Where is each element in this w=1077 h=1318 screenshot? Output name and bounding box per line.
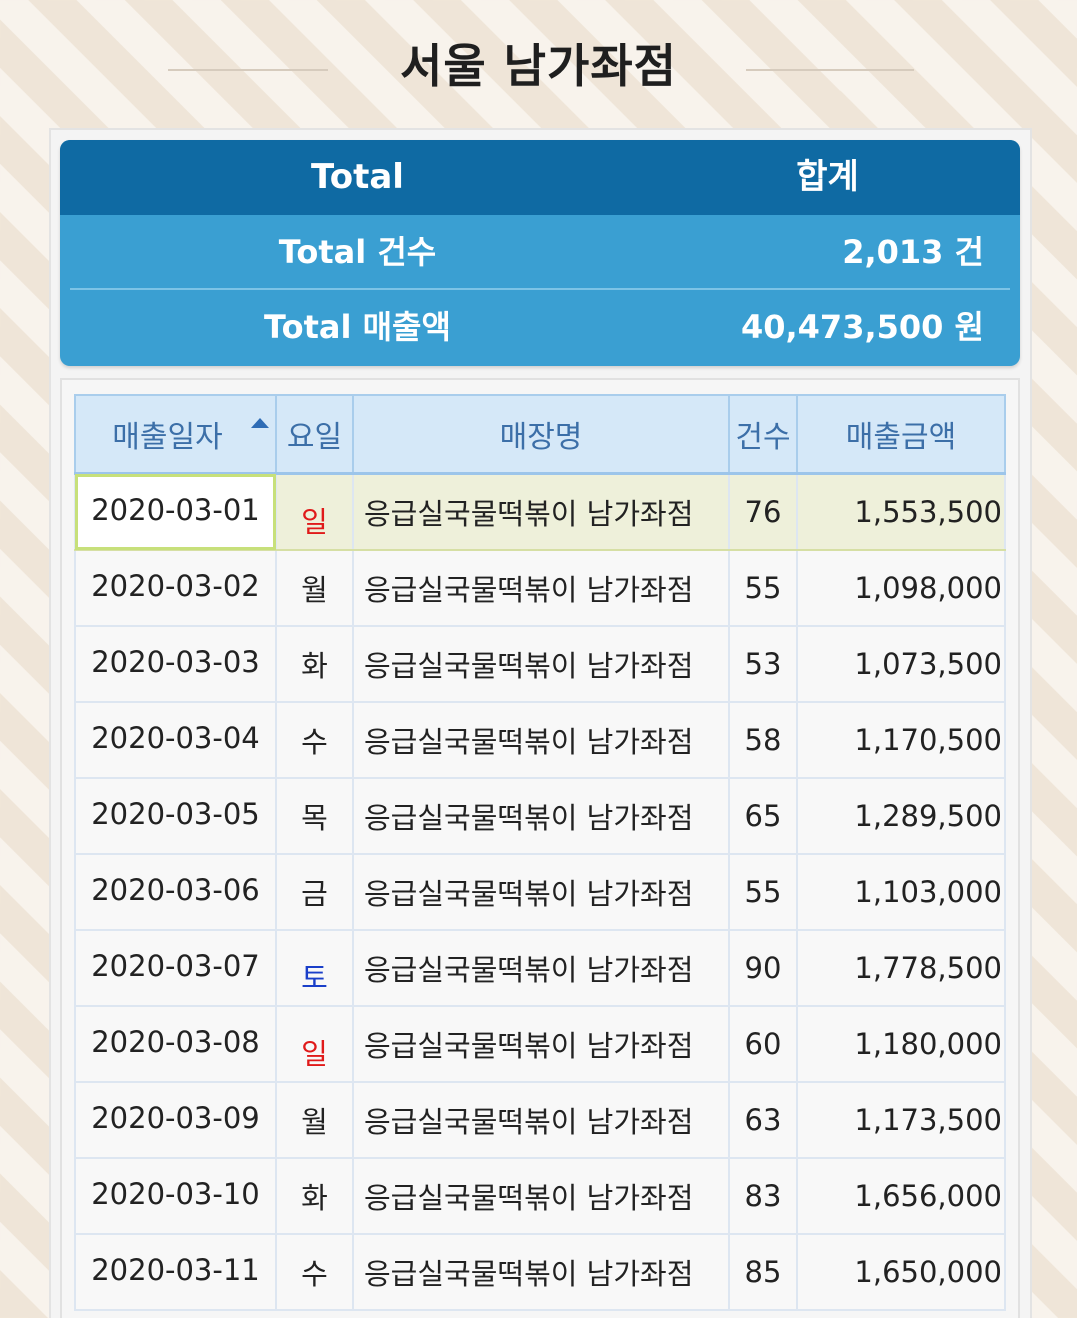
cell-count[interactable]: 65 bbox=[729, 778, 798, 855]
cell-count[interactable]: 63 bbox=[729, 1082, 798, 1159]
column-header-date[interactable]: 매출일자 bbox=[74, 394, 277, 475]
cell-date[interactable]: 2020-03-06 bbox=[74, 854, 277, 931]
cell-store[interactable]: 응급실국물떡볶이 남가좌점 bbox=[353, 930, 730, 1007]
cell-day[interactable]: 목 bbox=[276, 778, 354, 855]
table-row[interactable]: 2020-03-06 금 응급실국물떡볶이 남가좌점 55 1,103,000 bbox=[74, 854, 1006, 931]
table-header-row: 매출일자 요일 매장명 건수 매출금액 bbox=[74, 394, 1006, 475]
cell-day[interactable]: 월 bbox=[276, 550, 354, 627]
table-row[interactable]: 2020-03-01 일 응급실국물떡볶이 남가좌점 76 1,553,500 bbox=[74, 472, 1006, 551]
cell-store[interactable]: 응급실국물떡볶이 남가좌점 bbox=[353, 1082, 730, 1159]
cell-day[interactable]: 화 bbox=[276, 626, 354, 703]
cell-day[interactable]: 수 bbox=[276, 1234, 354, 1311]
cell-day[interactable]: 월 bbox=[276, 1082, 354, 1159]
cell-store[interactable]: 응급실국물떡볶이 남가좌점 bbox=[353, 854, 730, 931]
table-row[interactable]: 2020-03-04 수 응급실국물떡볶이 남가좌점 58 1,170,500 bbox=[74, 702, 1006, 779]
cell-store[interactable]: 응급실국물떡볶이 남가좌점 bbox=[353, 550, 730, 627]
cell-date[interactable]: 2020-03-04 bbox=[74, 702, 277, 779]
cell-amount[interactable]: 1,778,500 bbox=[797, 930, 1006, 1007]
cell-day[interactable]: 일 bbox=[276, 472, 354, 551]
cell-day[interactable]: 금 bbox=[276, 854, 354, 931]
summary-row-sales: Total 매출액 40,473,500 원 bbox=[60, 290, 1020, 365]
cell-date[interactable]: 2020-03-09 bbox=[74, 1082, 277, 1159]
cell-count[interactable]: 58 bbox=[729, 702, 798, 779]
cell-count[interactable]: 55 bbox=[729, 550, 798, 627]
cell-store[interactable]: 응급실국물떡볶이 남가좌점 bbox=[353, 1006, 730, 1083]
cell-count[interactable]: 53 bbox=[729, 626, 798, 703]
table-row[interactable]: 2020-03-08 일 응급실국물떡볶이 남가좌점 60 1,180,000 bbox=[74, 1006, 1006, 1083]
column-header-date-label: 매출일자 bbox=[112, 420, 223, 455]
cell-date[interactable]: 2020-03-05 bbox=[74, 778, 277, 855]
cell-count[interactable]: 55 bbox=[729, 854, 798, 931]
summary-header: Total 합계 bbox=[60, 140, 1020, 215]
cell-store[interactable]: 응급실국물떡볶이 남가좌점 bbox=[353, 702, 730, 779]
cell-amount[interactable]: 1,656,000 bbox=[797, 1158, 1006, 1235]
cell-date[interactable]: 2020-03-11 bbox=[74, 1234, 277, 1311]
cell-date[interactable]: 2020-03-10 bbox=[74, 1158, 277, 1235]
cell-amount[interactable]: 1,289,500 bbox=[797, 778, 1006, 855]
table-row[interactable]: 2020-03-02 월 응급실국물떡볶이 남가좌점 55 1,098,000 bbox=[74, 550, 1006, 627]
cell-amount[interactable]: 1,098,000 bbox=[797, 550, 1006, 627]
summary-count-value: 2,013 건 bbox=[842, 233, 984, 271]
cell-day[interactable]: 수 bbox=[276, 702, 354, 779]
table-row[interactable]: 2020-03-09 월 응급실국물떡볶이 남가좌점 63 1,173,500 bbox=[74, 1082, 1006, 1159]
title-divider-left bbox=[168, 69, 328, 71]
cell-date[interactable]: 2020-03-07 bbox=[74, 930, 277, 1007]
cell-count[interactable]: 76 bbox=[729, 472, 798, 551]
cell-day[interactable]: 일 bbox=[276, 1006, 354, 1083]
cell-amount[interactable]: 1,073,500 bbox=[797, 626, 1006, 703]
table-row[interactable]: 2020-03-07 토 응급실국물떡볶이 남가좌점 90 1,778,500 bbox=[74, 930, 1006, 1007]
summary-header-sum: 합계 bbox=[796, 157, 859, 197]
column-header-amount[interactable]: 매출금액 bbox=[796, 394, 1006, 475]
table-row[interactable]: 2020-03-03 화 응급실국물떡볶이 남가좌점 53 1,073,500 bbox=[74, 626, 1006, 703]
cell-count[interactable]: 60 bbox=[729, 1006, 798, 1083]
cell-day[interactable]: 토 bbox=[276, 930, 354, 1007]
cell-store[interactable]: 응급실국물떡볶이 남가좌점 bbox=[353, 778, 730, 855]
cell-date[interactable]: 2020-03-08 bbox=[74, 1006, 277, 1083]
summary-header-total: Total bbox=[311, 157, 404, 197]
page-title: 서울 남가좌점 bbox=[400, 39, 677, 93]
cell-day[interactable]: 화 bbox=[276, 1158, 354, 1235]
summary-divider bbox=[70, 288, 1010, 290]
sales-table-body: 2020-03-01 일 응급실국물떡볶이 남가좌점 76 1,553,500 2020-… bbox=[74, 472, 1006, 1311]
cell-amount[interactable]: 1,103,000 bbox=[797, 854, 1006, 931]
summary-sales-label: Total 매출액 bbox=[264, 308, 451, 346]
cell-count[interactable]: 90 bbox=[729, 930, 798, 1007]
cell-amount[interactable]: 1,553,500 bbox=[797, 472, 1006, 551]
cell-date[interactable]: 2020-03-02 bbox=[74, 550, 277, 627]
cell-amount[interactable]: 1,170,500 bbox=[797, 702, 1006, 779]
summary-sales-value: 40,473,500 원 bbox=[740, 308, 984, 346]
cell-store[interactable]: 응급실국물떡볶이 남가좌점 bbox=[353, 472, 730, 551]
summary-panel: Total 합계 Total 건수 2,013 건 Total 매출액 40,4… bbox=[60, 140, 1020, 366]
table-row[interactable]: 2020-03-05 목 응급실국물떡볶이 남가좌점 65 1,289,500 bbox=[74, 778, 1006, 855]
title-divider-right bbox=[746, 69, 914, 71]
cell-amount[interactable]: 1,650,000 bbox=[797, 1234, 1006, 1311]
cell-amount[interactable]: 1,173,500 bbox=[797, 1082, 1006, 1159]
cell-store[interactable]: 응급실국물떡볶이 남가좌점 bbox=[353, 1234, 730, 1311]
cell-store[interactable]: 응급실국물떡볶이 남가좌점 bbox=[353, 1158, 730, 1235]
cell-amount[interactable]: 1,180,000 bbox=[797, 1006, 1006, 1083]
sort-ascending-icon[interactable] bbox=[251, 418, 269, 428]
summary-row-count: Total 건수 2,013 건 bbox=[60, 215, 1020, 290]
cell-count[interactable]: 83 bbox=[729, 1158, 798, 1235]
column-header-day[interactable]: 요일 bbox=[275, 394, 354, 475]
cell-store[interactable]: 응급실국물떡볶이 남가좌점 bbox=[353, 626, 730, 703]
sales-table: 매출일자 요일 매장명 건수 매출금액 2020-03-01 일 응급실국물떡볶이 … bbox=[74, 394, 1006, 1311]
column-header-count[interactable]: 건수 bbox=[728, 394, 798, 475]
table-row[interactable]: 2020-03-11 수 응급실국물떡볶이 남가좌점 85 1,650,000 bbox=[74, 1234, 1006, 1311]
cell-date[interactable]: 2020-03-01 bbox=[74, 472, 277, 551]
column-header-store[interactable]: 매장명 bbox=[352, 394, 730, 475]
cell-date[interactable]: 2020-03-03 bbox=[74, 626, 277, 703]
cell-count[interactable]: 85 bbox=[729, 1234, 798, 1311]
table-row[interactable]: 2020-03-10 화 응급실국물떡볶이 남가좌점 83 1,656,000 bbox=[74, 1158, 1006, 1235]
summary-count-label: Total 건수 bbox=[278, 233, 437, 271]
